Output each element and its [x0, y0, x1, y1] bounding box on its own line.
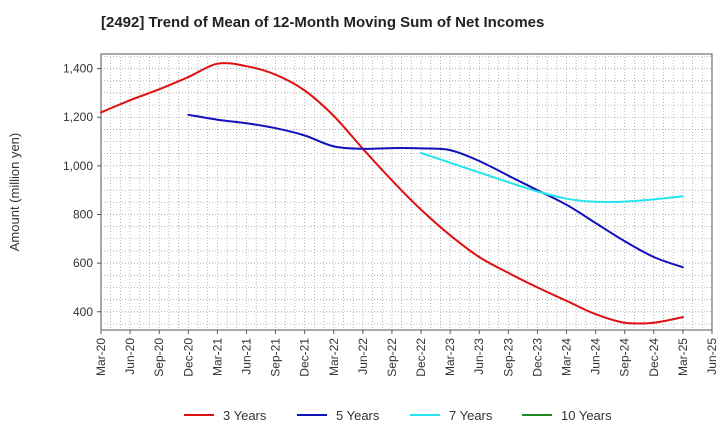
x-tick-label: Jun-20: [123, 338, 137, 375]
x-tick-label: Jun-21: [239, 338, 253, 375]
y-tick-label: 1,400: [63, 62, 93, 76]
x-tick-label: Sep-23: [501, 338, 515, 377]
x-tick-label: Dec-20: [181, 338, 195, 377]
y-tick-label: 400: [73, 305, 93, 319]
x-tick-label: Mar-24: [560, 338, 574, 376]
x-tick-label: Dec-22: [414, 338, 428, 377]
x-tick-label: Jun-25: [705, 338, 719, 375]
x-tick-label: Mar-25: [676, 338, 690, 376]
legend-item-5-years[interactable]: 5 Years: [297, 408, 380, 423]
legend-label: 7 Years: [449, 408, 493, 423]
y-tick-label: 600: [73, 256, 93, 270]
x-axis-ticks: Mar-20 Jun-20 Sep-20 Dec-20 Mar-21 Jun-21 Sep-…: [94, 330, 719, 377]
grid: [101, 54, 712, 330]
chart-title: [2492] Trend of Mean of 12-Month Moving …: [101, 14, 545, 31]
legend-item-10-years[interactable]: 10 Years: [522, 408, 612, 423]
x-tick-label: Jun-23: [472, 338, 486, 375]
series-line-3-years: [100, 62, 684, 325]
x-tick-label: Dec-24: [647, 338, 661, 377]
x-tick-label: Dec-21: [298, 338, 312, 377]
x-tick-label: Mar-22: [327, 338, 341, 376]
y-tick-label: 1,200: [63, 110, 93, 124]
x-tick-label: Sep-22: [385, 338, 399, 377]
x-tick-label: Sep-21: [269, 338, 283, 377]
legend-label: 10 Years: [561, 408, 612, 423]
x-tick-label: Sep-24: [618, 338, 632, 377]
series-layer: [100, 62, 684, 325]
y-axis-title: Amount (million yen): [7, 133, 22, 252]
x-tick-label: Jun-22: [356, 338, 370, 375]
x-tick-label: Mar-20: [94, 338, 108, 376]
legend-label: 3 Years: [223, 408, 267, 423]
series-line-5-years: [187, 113, 684, 269]
legend-item-7-years[interactable]: 7 Years: [410, 408, 493, 423]
legend-label: 5 Years: [336, 408, 380, 423]
x-tick-label: Mar-21: [210, 338, 224, 376]
plot-border: [100, 53, 713, 331]
legend-item-3-years[interactable]: 3 Years: [184, 408, 267, 423]
y-axis-ticks: 400 600 800 1,000 1,200 1,400: [63, 62, 101, 319]
x-tick-label: Jun-24: [589, 338, 603, 375]
legend[interactable]: 3 Years 5 Years 7 Years 10 Years: [184, 408, 612, 423]
y-tick-label: 800: [73, 207, 93, 221]
plot-area: [101, 54, 712, 330]
x-tick-label: Mar-23: [443, 338, 457, 376]
y-tick-label: 1,000: [63, 159, 93, 173]
x-tick-label: Dec-23: [530, 338, 544, 377]
series-line-7-years: [420, 152, 684, 204]
x-tick-label: Sep-20: [152, 338, 166, 377]
